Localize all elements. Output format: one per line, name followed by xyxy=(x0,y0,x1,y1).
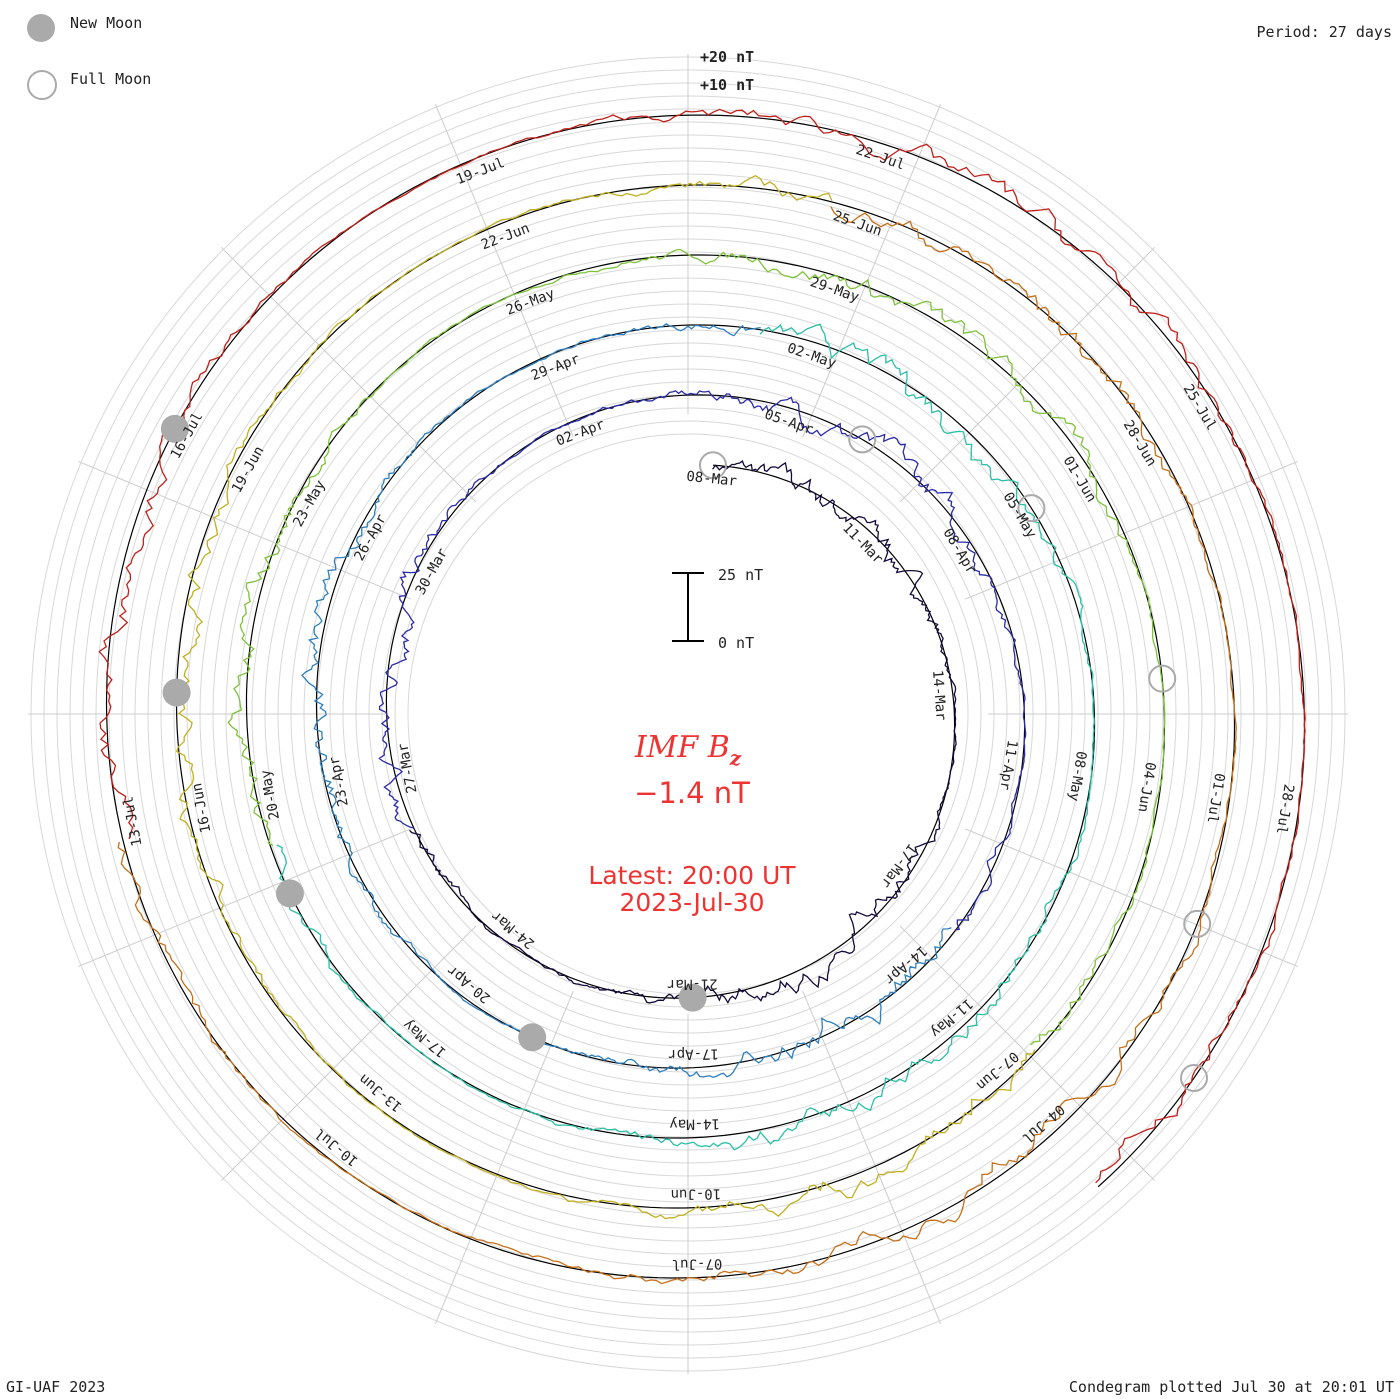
full-moon-marker xyxy=(1017,494,1046,523)
date-tick-label: 10-Jul xyxy=(312,1125,361,1169)
series-line-5 xyxy=(174,174,1036,1220)
new-moon-marker xyxy=(678,983,707,1012)
date-tick-label: 10-Jun xyxy=(670,1185,721,1202)
data-series xyxy=(98,108,1306,1285)
date-tick-label: 20-Apr xyxy=(444,962,493,1006)
series-line-1 xyxy=(378,390,1027,931)
date-tick-label: 29-Apr xyxy=(529,351,582,384)
full-moon-legend-icon xyxy=(27,70,57,100)
date-tick-label: 07-Jul xyxy=(672,1255,723,1272)
grid-spoke xyxy=(434,990,574,1324)
new-moon-legend-icon xyxy=(27,14,55,42)
date-tick-label: 14-Mar xyxy=(929,669,949,721)
date-tick-label: 11-Mar xyxy=(839,520,886,567)
date-tick-label: 21-Mar xyxy=(667,975,718,992)
current-value: −1.4 nT xyxy=(634,776,750,810)
grid-spoke xyxy=(434,104,574,438)
new-moon-legend-label: New Moon xyxy=(70,14,143,32)
grid-spoke xyxy=(78,460,412,600)
date-tick-label: 23-May xyxy=(290,478,329,530)
ref-label-20: +20 nT xyxy=(700,48,754,66)
series-line-6 xyxy=(117,206,1237,1285)
scale-bar-top-label: 25 nT xyxy=(718,566,763,584)
latest-date: 2023-Jul-30 xyxy=(619,888,764,917)
date-tick-label: 01-Jul xyxy=(1204,772,1228,824)
date-tick-label: 26-May xyxy=(504,286,557,319)
date-tick-label: 22-Jun xyxy=(479,220,532,253)
full-moon-marker xyxy=(1183,909,1212,938)
grid-spoke xyxy=(78,828,412,968)
footer-plot-time: Condegram plotted Jul 30 at 20:01 UT xyxy=(1068,1378,1394,1396)
date-tick-label: 17-Apr xyxy=(668,1045,719,1062)
series-line-0 xyxy=(409,459,957,1005)
date-tick-label: 16-Jun xyxy=(189,782,214,835)
period-label: Period: 27 days xyxy=(1256,23,1392,41)
date-tick-label: 13-Jun xyxy=(356,1070,405,1114)
grid-spoke xyxy=(964,460,1298,600)
series-line-2 xyxy=(301,323,952,1078)
grid-spoke xyxy=(220,246,477,503)
date-tick-label: 02-May xyxy=(785,340,838,372)
full-moon-marker xyxy=(848,425,877,454)
date-tick-label: 25-Jun xyxy=(831,208,884,240)
date-tick-labels: 08-Mar11-Mar14-Mar17-Mar21-Mar24-Mar27-M… xyxy=(120,142,1296,1272)
full-moon-legend-label: Full Moon xyxy=(70,70,152,88)
date-tick-label: 17-May xyxy=(400,1016,449,1060)
grid-spoke xyxy=(802,990,942,1324)
date-tick-label: 08-Apr xyxy=(939,526,979,578)
series-line-3 xyxy=(276,323,1095,1151)
new-moon-marker xyxy=(275,879,304,908)
date-tick-label: 11-Apr xyxy=(996,739,1020,791)
zero-baseline xyxy=(105,114,1306,1279)
date-tick-label: 14-May xyxy=(669,1115,720,1132)
date-tick-label: 17-Mar xyxy=(877,840,920,890)
new-moon-marker xyxy=(518,1023,547,1052)
date-tick-label: 27-Mar xyxy=(395,742,420,795)
date-tick-label: 01-Jun xyxy=(1060,454,1100,506)
latest-time: Latest: 20:00 UT xyxy=(588,861,796,890)
grid-spoke xyxy=(899,246,1156,503)
date-tick-label: 02-Apr xyxy=(554,417,607,450)
date-tick-label: 23-Apr xyxy=(327,755,352,808)
scale-bar-bottom-label: 0 nT xyxy=(718,634,754,652)
date-tick-label: 08-May xyxy=(1065,750,1089,802)
full-moon-marker xyxy=(1180,1064,1209,1093)
new-moon-marker xyxy=(160,414,189,443)
new-moon-marker xyxy=(162,678,191,707)
moon-markers xyxy=(160,414,1212,1093)
full-moon-marker xyxy=(1148,664,1177,693)
grid-ring xyxy=(394,420,982,1008)
series-line-4 xyxy=(227,248,1166,1046)
date-tick-label: 04-Jun xyxy=(1134,761,1158,813)
series-line-7 xyxy=(98,108,1306,1184)
date-tick-label: 28-Jul xyxy=(1273,783,1297,835)
ref-label-10: +10 nT xyxy=(700,76,754,94)
date-tick-label: 20-May xyxy=(258,768,283,821)
footer-credit: GI-UAF 2023 xyxy=(6,1378,106,1396)
date-tick-label: 14-Apr xyxy=(881,942,930,987)
chart-title: IMF Bz xyxy=(634,730,742,770)
date-tick-label: 08-Mar xyxy=(686,469,738,490)
grid-spoke xyxy=(802,104,942,438)
full-moon-marker xyxy=(698,451,727,480)
radial-spokes xyxy=(28,54,1348,1374)
grid-spoke xyxy=(964,828,1298,968)
date-tick-label: 29-May xyxy=(808,274,861,306)
grid-spoke xyxy=(220,925,477,1182)
